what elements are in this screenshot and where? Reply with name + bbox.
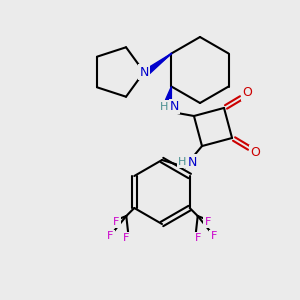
Text: F: F <box>113 217 119 227</box>
Text: F: F <box>123 233 130 243</box>
Text: O: O <box>250 146 260 160</box>
Text: N: N <box>170 100 179 113</box>
Polygon shape <box>166 86 171 101</box>
Text: F: F <box>194 233 201 243</box>
Text: O: O <box>242 86 252 99</box>
Text: N: N <box>139 65 149 79</box>
Text: H: H <box>160 101 169 112</box>
Polygon shape <box>145 53 171 74</box>
Text: F: F <box>107 231 113 241</box>
Text: H: H <box>178 157 186 167</box>
Text: F: F <box>211 231 217 241</box>
Text: N: N <box>187 156 197 169</box>
Text: F: F <box>205 217 211 227</box>
